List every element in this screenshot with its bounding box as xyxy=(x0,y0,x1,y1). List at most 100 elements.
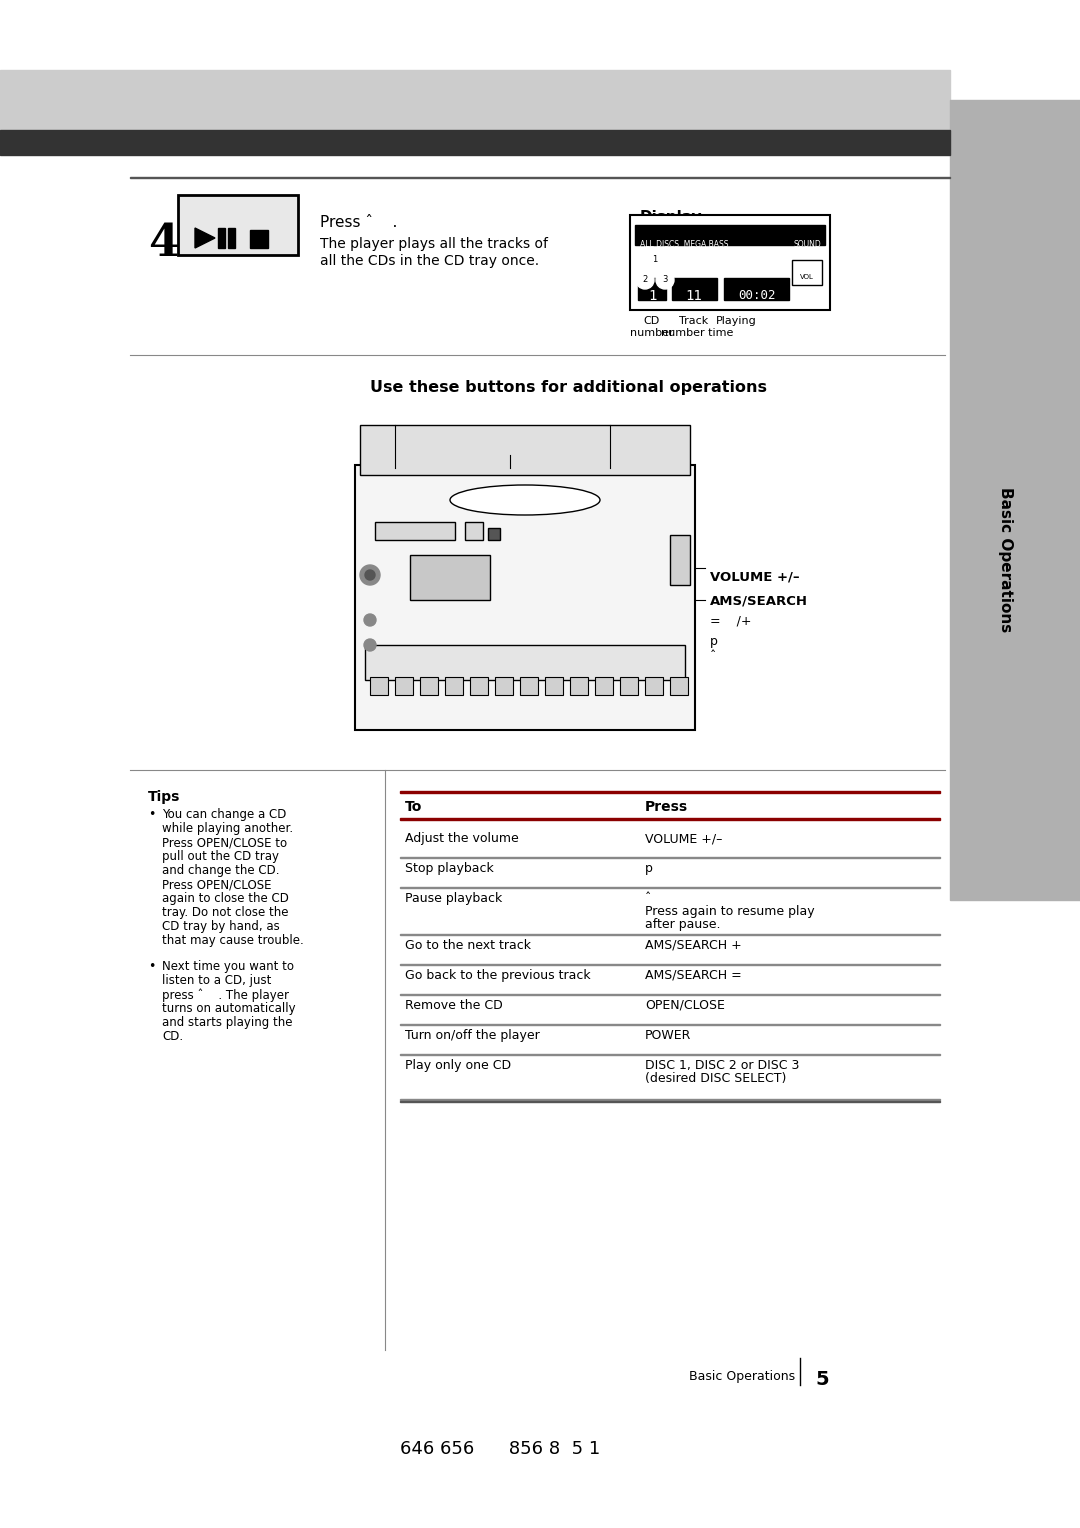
Text: Display: Display xyxy=(640,209,703,225)
Bar xyxy=(375,523,455,539)
Text: Basic Operations: Basic Operations xyxy=(998,487,1013,633)
Text: 2: 2 xyxy=(643,275,648,284)
Text: 00:02: 00:02 xyxy=(739,289,775,303)
Text: Stop playback: Stop playback xyxy=(405,862,494,876)
Bar xyxy=(395,677,413,695)
Bar xyxy=(400,817,940,821)
Text: ALL DISCS  MEGA BASS: ALL DISCS MEGA BASS xyxy=(640,240,729,249)
Text: p: p xyxy=(710,636,718,648)
Text: tray. Do not close the: tray. Do not close the xyxy=(162,906,288,918)
Text: Next time you want to: Next time you want to xyxy=(162,960,294,973)
Bar xyxy=(545,677,563,695)
Bar xyxy=(670,535,690,585)
Text: POWER: POWER xyxy=(370,425,426,439)
Bar xyxy=(365,645,685,680)
Text: DISC: DISC xyxy=(490,425,525,439)
Text: press ˆ    . The player: press ˆ . The player xyxy=(162,989,289,1001)
Text: Remove the CD: Remove the CD xyxy=(405,999,503,1012)
Text: ˆ: ˆ xyxy=(645,892,651,905)
Text: pull out the CD tray: pull out the CD tray xyxy=(162,850,279,863)
Circle shape xyxy=(364,639,376,651)
Text: ˆ: ˆ xyxy=(710,649,716,663)
Text: Go back to the previous track: Go back to the previous track xyxy=(405,969,591,983)
Text: VOLUME +/–: VOLUME +/– xyxy=(645,833,723,845)
Circle shape xyxy=(656,270,674,289)
Circle shape xyxy=(360,565,380,585)
Text: number time: number time xyxy=(661,329,733,338)
Text: Tips: Tips xyxy=(148,790,180,804)
Text: 1: 1 xyxy=(648,289,657,303)
Bar xyxy=(595,677,613,695)
Text: Press: Press xyxy=(645,801,688,814)
Text: Basic Operations: Basic Operations xyxy=(689,1371,795,1383)
Text: 4: 4 xyxy=(148,222,179,264)
Text: number: number xyxy=(631,329,674,338)
Text: after pause.: after pause. xyxy=(645,918,720,931)
Text: 646 656      856 8  5 1: 646 656 856 8 5 1 xyxy=(400,1439,600,1458)
Text: CD: CD xyxy=(644,316,660,325)
Circle shape xyxy=(365,570,375,581)
Bar xyxy=(0,70,950,130)
Text: turns on automatically: turns on automatically xyxy=(162,1002,296,1015)
Bar xyxy=(630,215,831,310)
Bar xyxy=(645,677,663,695)
Bar xyxy=(792,260,822,286)
Text: POWER: POWER xyxy=(645,1028,691,1042)
Text: AMS/SEARCH =: AMS/SEARCH = xyxy=(645,969,742,983)
Circle shape xyxy=(364,614,376,626)
Text: Play only one CD: Play only one CD xyxy=(405,1059,511,1073)
Text: You can change a CD: You can change a CD xyxy=(162,808,286,821)
Bar xyxy=(950,99,1080,900)
Text: =    /+: = /+ xyxy=(710,614,752,628)
Text: Go to the next track: Go to the next track xyxy=(405,940,531,952)
Text: p: p xyxy=(645,862,653,876)
Bar xyxy=(672,278,717,299)
Bar xyxy=(360,425,690,475)
Text: The player plays all the tracks of: The player plays all the tracks of xyxy=(320,237,548,251)
Bar xyxy=(0,130,950,154)
Text: (desired DISC SELECT): (desired DISC SELECT) xyxy=(645,1073,786,1085)
Text: and change the CD.: and change the CD. xyxy=(162,863,280,877)
Bar xyxy=(470,677,488,695)
Text: again to close the CD: again to close the CD xyxy=(162,892,288,905)
Text: SOUND: SOUND xyxy=(793,240,821,249)
Text: DISC 1, DISC 2 or DISC 3: DISC 1, DISC 2 or DISC 3 xyxy=(645,1059,799,1073)
Text: and starts playing the: and starts playing the xyxy=(162,1016,293,1028)
Bar xyxy=(570,677,588,695)
Bar xyxy=(400,790,940,793)
Text: Press OPEN/CLOSE to: Press OPEN/CLOSE to xyxy=(162,836,287,850)
Text: 11: 11 xyxy=(686,289,702,303)
Text: Use these buttons for additional operations: Use these buttons for additional operati… xyxy=(370,380,767,396)
Text: that may cause trouble.: that may cause trouble. xyxy=(162,934,303,947)
Text: VOLUME +/–: VOLUME +/– xyxy=(710,570,799,584)
Text: CD tray by hand, as: CD tray by hand, as xyxy=(162,920,280,934)
Text: Playing: Playing xyxy=(716,316,757,325)
Polygon shape xyxy=(195,228,215,248)
Bar xyxy=(620,677,638,695)
Bar xyxy=(228,228,235,248)
Text: 5: 5 xyxy=(815,1371,828,1389)
Bar xyxy=(488,529,500,539)
Bar xyxy=(495,677,513,695)
Bar xyxy=(249,231,268,248)
Text: listen to a CD, just: listen to a CD, just xyxy=(162,973,271,987)
Ellipse shape xyxy=(450,484,600,515)
Text: To: To xyxy=(405,801,422,814)
Circle shape xyxy=(646,251,664,269)
Text: Track: Track xyxy=(679,316,708,325)
Text: 3: 3 xyxy=(662,275,667,284)
Text: 1 – 3: 1 – 3 xyxy=(490,440,525,452)
Bar xyxy=(355,465,696,730)
Text: AMS/SEARCH +: AMS/SEARCH + xyxy=(645,940,742,952)
Text: OPEN/CLOSE: OPEN/CLOSE xyxy=(645,999,725,1012)
Text: OPEN/CLOSE: OPEN/CLOSE xyxy=(565,425,659,439)
Text: Press OPEN/CLOSE: Press OPEN/CLOSE xyxy=(162,879,271,891)
Text: while playing another.: while playing another. xyxy=(162,822,293,834)
Bar xyxy=(420,677,438,695)
Bar xyxy=(218,228,225,248)
Bar xyxy=(670,677,688,695)
Bar xyxy=(465,523,483,539)
Text: •: • xyxy=(148,808,156,821)
Text: 1: 1 xyxy=(652,255,658,264)
Bar xyxy=(635,225,825,244)
